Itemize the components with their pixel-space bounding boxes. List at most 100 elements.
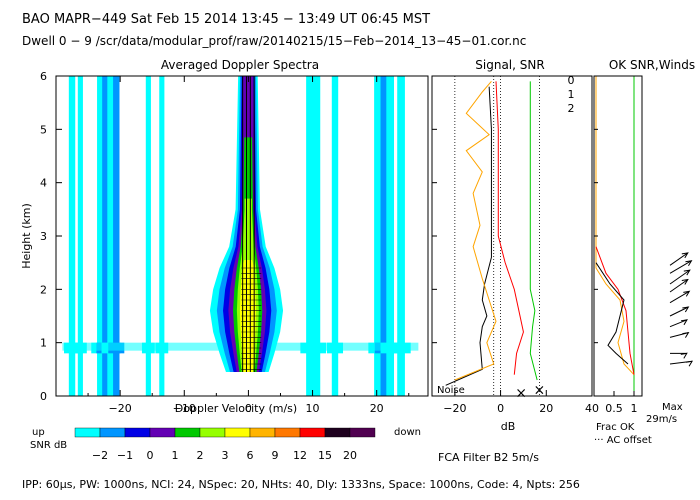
- colorbar-swatch: [299, 427, 326, 438]
- colorbar-swatch: [274, 427, 301, 438]
- filter-label: FCA Filter B2 5m/s: [438, 451, 539, 464]
- colorbar: up SNR dB down −2 −1 0 1 2 3 6 9 12 15 20: [30, 427, 421, 462]
- colorbar-down-label: down: [394, 427, 421, 438]
- p2-legend: 012: [568, 74, 575, 115]
- ok-snr-winds-panel: 0.5 1 OK SNR,Winds Frac OK ··· AC offset …: [593, 58, 695, 446]
- p1-axes: −20 −10 0 10 20 0 1 2 3 4 5 6: [40, 70, 410, 415]
- p1-xtick-label: 10: [306, 402, 320, 415]
- p3-title: OK SNR,Winds: [609, 58, 695, 72]
- p2-title: Signal, SNR: [475, 58, 544, 72]
- spectra-stripe: [380, 76, 389, 396]
- p2-marker: ×: [534, 383, 546, 399]
- p2-series-snr2: [495, 81, 524, 375]
- p3-series-orange: [595, 76, 635, 376]
- p2-xtick-label: 20: [539, 402, 553, 415]
- p2-series-signal: [445, 86, 492, 386]
- wind-barb-head: [681, 278, 689, 285]
- winds-max-title: Max: [662, 402, 683, 413]
- wind-barbs: [669, 252, 694, 367]
- p2-legend-entry: 0: [568, 74, 575, 87]
- colorbar-level: −1: [117, 449, 133, 462]
- wind-barb: [669, 279, 689, 293]
- wind-barb: [669, 290, 690, 304]
- p3-xtick-label: 0.5: [605, 402, 623, 415]
- colorbar-level: 15: [318, 449, 332, 462]
- wind-barb-head: [683, 269, 691, 276]
- colorbar-level: 20: [343, 449, 357, 462]
- p3-series-black: [595, 262, 629, 365]
- spectra-stripe: [68, 76, 76, 396]
- p3-xtick-label: 1: [631, 402, 638, 415]
- p1-ytick-label: 4: [40, 177, 47, 190]
- noise-label: Noise: [437, 385, 465, 396]
- colorbar-swatch: [99, 427, 126, 438]
- colorbar-level: 0: [147, 449, 154, 462]
- spectra-stripe: [306, 76, 314, 396]
- colorbar-swatch: [249, 427, 276, 438]
- colorbar-snr-label: SNR dB: [30, 440, 67, 451]
- wind-barb: [669, 269, 691, 285]
- colorbar-swatches: [74, 427, 376, 438]
- p2-xtick-label: 0: [497, 402, 504, 415]
- wind-barb: [669, 319, 688, 328]
- p1-ytick-label: 6: [40, 70, 47, 83]
- colorbar-swatch: [149, 427, 176, 438]
- header-title: BAO MAPR−449 Sat Feb 15 2014 13:45 − 13:…: [22, 12, 430, 27]
- colorbar-level: −2: [92, 449, 108, 462]
- colorbar-level: 12: [293, 449, 307, 462]
- p1-title: Averaged Doppler Spectra: [161, 58, 319, 72]
- p2-background: [432, 76, 592, 396]
- p3-xlabel: Frac OK: [596, 422, 635, 433]
- p2-axes: −20 0 20 40: [432, 75, 599, 415]
- signal-snr-panel: × × −20 0 20 40 Signal, SNR dB Noise 012: [431, 58, 599, 433]
- spectra-stripe: [77, 76, 83, 396]
- spectra-stripe: [113, 76, 120, 396]
- spectra-stripe: [312, 76, 321, 396]
- colorbar-level: 3: [222, 449, 229, 462]
- p2-legend-entry: 2: [568, 102, 575, 115]
- p1-ytick-label: 5: [40, 123, 47, 136]
- p2-xtick-label: 40: [585, 402, 599, 415]
- doppler-spectra-panel: −20 −10 0 10 20 0 1 2 3 4 5 6 Averaged Doppler Spec…: [20, 58, 429, 415]
- wind-barb-head: [680, 352, 688, 359]
- p3-axes: 0.5 1: [594, 75, 638, 415]
- colorbar-swatch: [199, 427, 226, 438]
- wind-barb-head: [680, 319, 688, 326]
- wind-barb-head: [682, 306, 690, 313]
- spectra-stripe: [97, 76, 105, 396]
- colorbar-swatch: [74, 427, 101, 438]
- wind-barb-head: [682, 331, 690, 338]
- wind-barb: [669, 306, 689, 317]
- p2-series-snr: [454, 81, 497, 381]
- p1-xlabel: Doppler Velocity (m/s): [175, 402, 297, 415]
- wind-barb: [669, 260, 692, 274]
- winds-max-value: 29m/s: [646, 414, 677, 425]
- spectra-stripe: [107, 76, 116, 396]
- p2-xlabel: dB: [501, 420, 516, 433]
- p2-series-snr3: [529, 81, 538, 381]
- p3-series-red: [595, 246, 635, 375]
- p2-legend-entry: 1: [568, 88, 575, 101]
- colorbar-swatch: [174, 427, 201, 438]
- p2-marker: ×: [515, 385, 527, 401]
- spectra-stripe: [159, 76, 165, 396]
- wind-barb-head: [683, 290, 691, 297]
- footer-params: IPP: 60μs, PW: 1000ns, NCI: 24, NSpec: 2…: [22, 478, 580, 491]
- p1-xtick-label: −20: [109, 402, 132, 415]
- wind-barb-head: [681, 252, 689, 259]
- wind-barb-head: [685, 360, 694, 367]
- spectra-stripe: [102, 76, 110, 396]
- wind-barb: [669, 252, 689, 266]
- p1-ytick-label: 3: [40, 230, 47, 243]
- p2-plot: × ×: [445, 76, 546, 401]
- colorbar-swatch: [349, 427, 376, 438]
- spectra-stripe: [397, 76, 405, 396]
- colorbar-level: 2: [197, 449, 204, 462]
- wind-barb-head: [685, 260, 693, 266]
- spectra-stripe: [386, 76, 395, 396]
- colorbar-ticks: −2 −1 0 1 2 3 6 9 12 15 20: [92, 449, 357, 462]
- colorbar-swatch: [224, 427, 251, 438]
- spectra-stripe: [331, 76, 339, 396]
- p1-xtick-label: 0: [245, 402, 252, 415]
- p1-ytick-label: 0: [40, 390, 47, 403]
